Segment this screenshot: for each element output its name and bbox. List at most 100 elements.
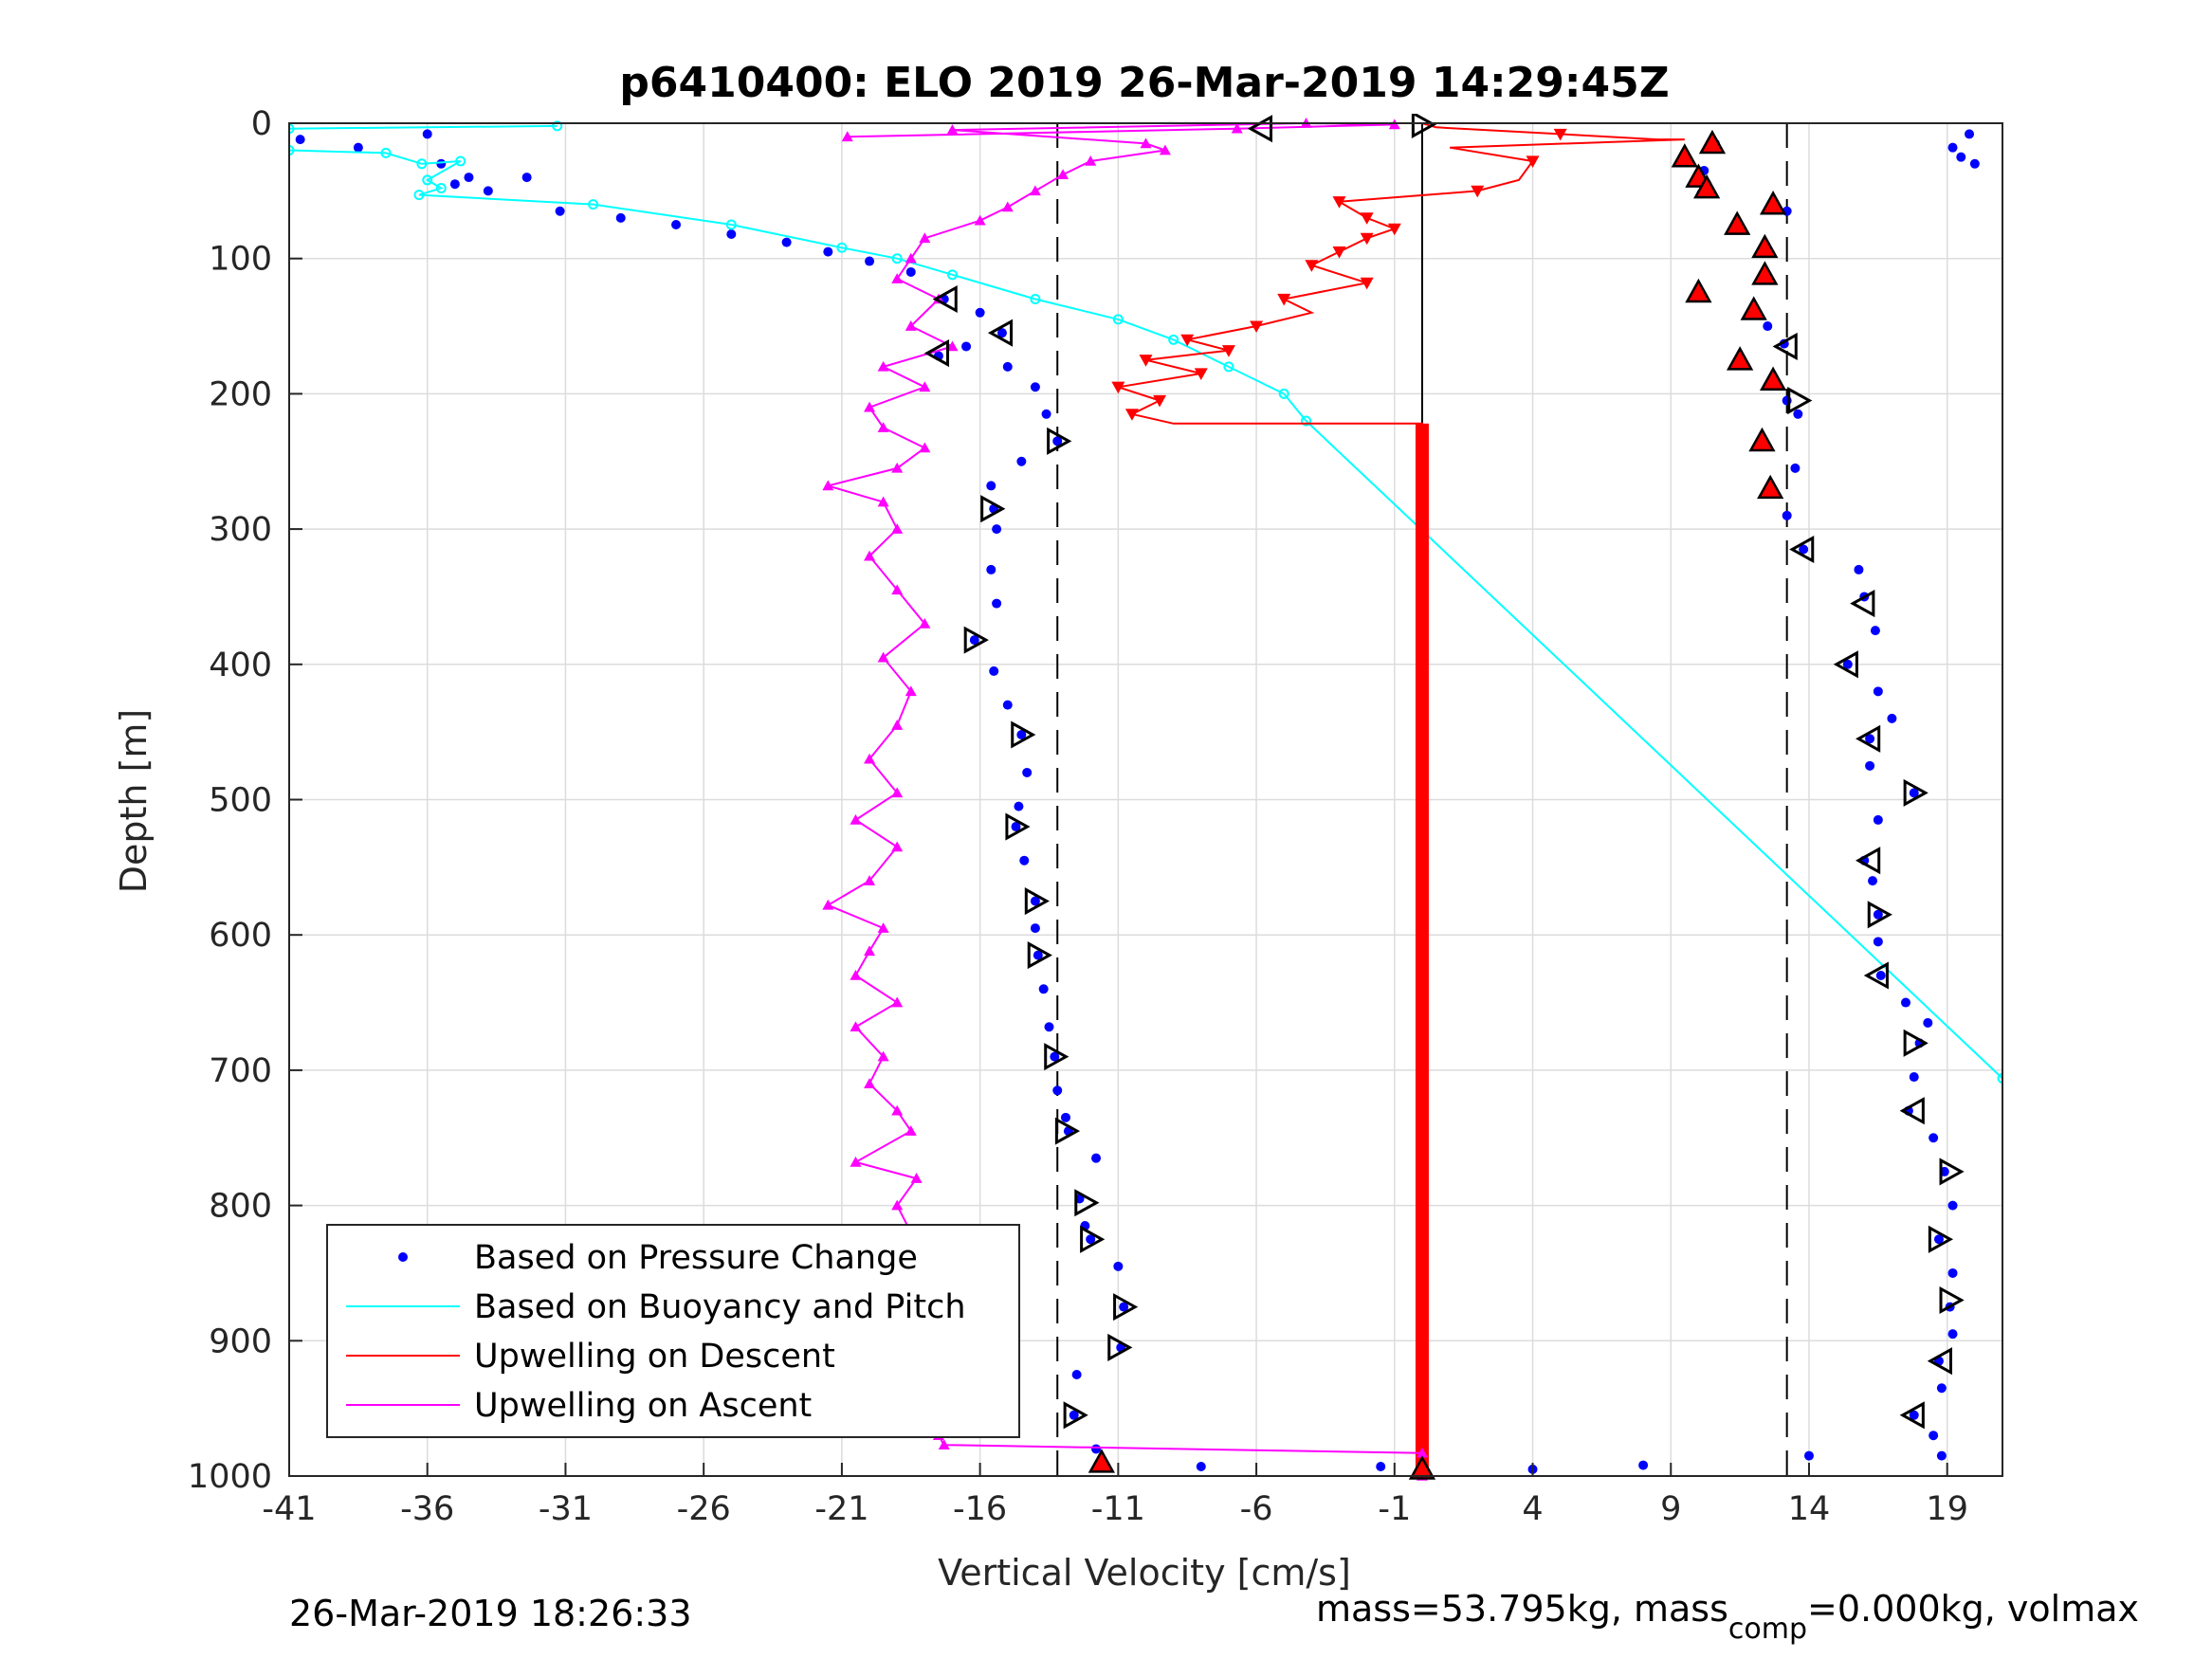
- pressure-point: [615, 212, 626, 223]
- red-triangle-marker: [1759, 366, 1787, 391]
- pressure-point: [1016, 730, 1027, 740]
- ascent-point: [919, 232, 931, 244]
- right-triangle-marker: [1005, 812, 1031, 841]
- descent-point: [1526, 155, 1540, 168]
- ascent-point: [891, 787, 904, 798]
- ascent-point: [946, 340, 959, 352]
- buoyancy-point: [422, 174, 433, 186]
- ascent-point: [850, 813, 862, 825]
- pressure-point: [295, 135, 305, 145]
- ascent-point: [891, 584, 904, 595]
- buoyancy-point: [1278, 388, 1289, 399]
- pressure-point: [781, 237, 792, 247]
- pressure-point: [992, 524, 1002, 535]
- right-triangle-marker: [1939, 1285, 1965, 1315]
- pressure-point: [671, 220, 682, 230]
- descent-point: [1111, 381, 1125, 394]
- descent-point: [1471, 185, 1485, 198]
- pressure-point: [1887, 713, 1897, 723]
- buoyancy-point: [380, 147, 392, 158]
- ascent-point: [1029, 185, 1041, 196]
- x-tick-label: 4: [1522, 1490, 1543, 1528]
- ascent-point: [1085, 155, 1097, 166]
- right-triangle-marker: [963, 626, 989, 654]
- pressure-point: [975, 307, 985, 318]
- descent-point: [1124, 409, 1139, 421]
- buoyancy-point: [1168, 334, 1179, 345]
- right-triangle-marker: [1054, 1117, 1081, 1145]
- right-triangle-marker: [1928, 1225, 1954, 1253]
- right-triangle-marker: [1047, 427, 1072, 455]
- pressure-point: [1933, 1234, 1944, 1245]
- right-triangle-marker: [1903, 1029, 1929, 1057]
- descent-point: [1250, 320, 1264, 334]
- ascent-point: [905, 320, 917, 331]
- ascent-point: [850, 1021, 862, 1032]
- pressure-point: [1071, 1369, 1082, 1379]
- pressure-point: [1060, 1112, 1070, 1122]
- pressure-point: [1936, 1450, 1947, 1461]
- pressure-point: [1033, 950, 1043, 960]
- left-triangle-marker: [1856, 724, 1881, 753]
- pressure-point: [1019, 855, 1030, 866]
- buoyancy-point: [416, 158, 428, 170]
- right-triangle-marker: [1080, 1225, 1106, 1253]
- y-tick-label: 100: [209, 241, 272, 279]
- buoyancy-point: [1030, 294, 1041, 305]
- pressure-point: [353, 142, 363, 153]
- footer-mass-info: mass=53.795kg, masscomp=0.000kg, volmax: [1316, 1588, 2139, 1646]
- pressure-point: [1016, 456, 1027, 466]
- pressure-point: [1923, 1017, 1933, 1028]
- left-triangle-marker: [1863, 961, 1889, 990]
- legend-box: [326, 1224, 1020, 1438]
- ascent-point: [864, 1078, 876, 1088]
- ascent-point: [877, 496, 889, 507]
- buoyancy-point: [946, 269, 958, 281]
- descent-point: [1332, 246, 1346, 259]
- legend-swatch-dot: [398, 1252, 408, 1262]
- pressure-point: [1044, 1022, 1054, 1032]
- ascent-point: [974, 214, 986, 226]
- pressure-point: [1873, 937, 1883, 947]
- ascent-point: [1416, 1447, 1428, 1458]
- pressure-point: [1022, 767, 1033, 777]
- descent-point: [1387, 223, 1401, 236]
- left-triangle-marker: [1789, 535, 1815, 564]
- pressure-point: [1909, 1072, 1919, 1083]
- x-axis-label: Vertical Velocity [cm/s]: [938, 1552, 1351, 1594]
- pressure-point: [1909, 788, 1919, 798]
- pressure-point: [823, 246, 833, 257]
- pressure-point: [865, 256, 875, 266]
- y-tick-label: 300: [209, 511, 272, 549]
- mass-text-b: =0.000kg, volmax: [1807, 1588, 2139, 1630]
- right-triangle-marker: [1113, 1293, 1139, 1322]
- pressure-point: [1782, 510, 1792, 520]
- pressure-point: [996, 328, 1007, 338]
- x-tick-label: -6: [1240, 1490, 1273, 1528]
- ascent-point: [850, 1156, 862, 1167]
- pressure-point: [969, 635, 979, 646]
- pressure-point: [1870, 626, 1880, 636]
- descent-point: [1305, 260, 1319, 272]
- red-triangle-marker: [1671, 143, 1698, 168]
- ascent-point: [850, 970, 862, 980]
- pressure-point: [1947, 142, 1958, 153]
- pressure-point: [464, 173, 474, 183]
- y-tick-label: 200: [209, 375, 272, 413]
- y-tick-label: 600: [209, 917, 272, 955]
- y-tick-label: 900: [209, 1322, 272, 1360]
- ascent-point: [1001, 201, 1014, 212]
- pressure-point: [1052, 1085, 1063, 1096]
- ascent-point: [877, 360, 889, 372]
- x-tick-label: 19: [1926, 1490, 1968, 1528]
- pressure-point: [1030, 923, 1040, 934]
- left-triangle-marker: [1833, 650, 1858, 679]
- pressure-point: [1638, 1460, 1649, 1470]
- ascent-point: [891, 523, 904, 534]
- ascent-point: [1159, 144, 1171, 155]
- x-tick-label: -16: [953, 1490, 1007, 1528]
- pressure-point: [1790, 463, 1801, 473]
- x-tick-label: -1: [1378, 1490, 1411, 1528]
- pressure-point: [1119, 1302, 1129, 1312]
- pressure-point: [1969, 158, 1980, 169]
